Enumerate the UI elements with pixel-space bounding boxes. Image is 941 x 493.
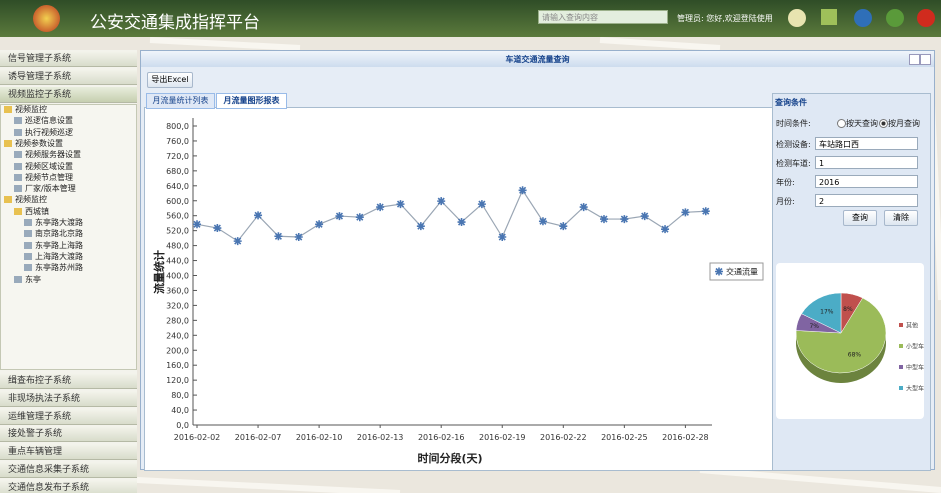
tree-node[interactable]: 南京路北京路 [35,229,83,239]
tree-node[interactable]: 厂家/版本管理 [25,184,76,194]
field-label: 时间条件: [776,119,811,128]
tree-node[interactable]: 上海路大渡路 [35,251,83,261]
tree-icon [14,128,22,136]
dialog-titlebar [141,51,934,67]
dialog-title: 车道交通流量查询 [505,55,570,64]
tree-node[interactable]: 视频区域设置 [25,161,73,171]
tree-icon [14,151,22,159]
tree-icon [24,252,32,260]
field-label: 检测设备: [776,140,811,149]
menu-item[interactable]: 非现场执法子系统 [0,390,137,407]
icon-grid[interactable] [821,9,837,25]
tree-node[interactable]: 东亭路苏州路 [35,263,83,273]
tree-node[interactable]: 视频参数设置 [15,138,63,148]
tree-icon [14,162,22,170]
tree-icon [24,219,32,226]
menu-item[interactable]: 交通信息发布子系统 [0,479,137,493]
select[interactable]: 1 [815,156,918,169]
query-title: 查询条件 [775,98,807,107]
export-button[interactable]: 导出Excel [147,72,193,88]
select[interactable]: 车站路口西 [815,137,918,150]
menu-item[interactable]: 重点车辆管理 [0,444,137,461]
header: 公安交通集成指挥平台 请输入查询内容 管理员: 您好,欢迎登陆使用 [0,0,941,37]
menu-item[interactable]: 接处警子系统 [0,426,137,443]
menu-item[interactable]: 信号管理子系统 [0,51,137,67]
radio-checked[interactable] [879,119,888,128]
tree-panel [0,104,137,370]
field-label: 月份: [776,197,795,206]
tab[interactable]: 月流量统计列表 [146,93,215,109]
tree-icon [14,117,22,125]
radio[interactable] [837,119,846,128]
app-title: 公安交通集成指挥平台 [90,13,260,33]
tree-node[interactable]: 执行视频巡逻 [25,127,73,137]
field-label: 检测车道: [776,159,811,168]
select[interactable]: 2016 [815,175,918,188]
tab-active[interactable]: 月流量图形报表 [216,93,287,109]
tree-node[interactable]: 东亭路大渡路 [35,218,83,227]
tree-icon [4,106,12,113]
tree-icon [24,230,32,238]
tree-icon [24,264,32,272]
chart-panel [144,107,773,471]
tree-icon [14,173,22,181]
pie-panel [776,263,924,419]
menu-item[interactable]: 视频监控子系统 [0,87,137,103]
search-input[interactable]: 请输入查询内容 [538,10,668,24]
clear-button[interactable]: 清除 [884,210,918,226]
menu-item[interactable]: 交通信息采集子系统 [0,462,137,478]
radio-label[interactable]: 按天查询 [846,119,878,128]
menu-item[interactable]: 诱导管理子系统 [0,69,137,85]
field-label: 年份: [776,178,795,187]
collapse-button[interactable] [909,54,920,65]
emblem [33,5,60,32]
tree-node[interactable]: 视频监控 [15,105,47,114]
tree-node[interactable]: 视频监控 [15,195,47,205]
icon-add[interactable] [854,9,872,27]
tree-node[interactable]: 西城镇 [25,206,49,216]
tree-icon [14,207,22,215]
tree-icon [4,139,12,147]
tree-icon [14,185,22,193]
tree-icon [24,241,32,249]
welcome-text: 管理员: 您好,欢迎登陆使用 [677,14,773,23]
radio-label[interactable]: 按月查询 [888,119,920,128]
icon-home[interactable] [788,9,806,27]
dialog: 车道交通流量查询 导出Excel 月流量统计列表 月流量图形报表 查询条件 [140,50,935,471]
tree-node[interactable]: 东亭 [25,274,41,284]
tree-icon [4,196,12,204]
icon-globe[interactable] [886,9,904,27]
icon-power[interactable] [917,9,935,27]
menu-item[interactable]: 运维管理子系统 [0,408,137,425]
tree-node[interactable]: 视频服务器设置 [25,150,81,160]
tree-node[interactable]: 视频节点管理 [25,172,73,182]
close-button[interactable] [920,54,931,65]
tree-icon [14,275,22,283]
search-button[interactable]: 查询 [843,210,877,226]
tree-node[interactable]: 东亭路上海路 [35,240,83,250]
menu-item[interactable]: 缉查布控子系统 [0,373,137,389]
select[interactable]: 2 [815,194,918,207]
tree-node[interactable]: 巡逻信息设置 [25,116,73,126]
